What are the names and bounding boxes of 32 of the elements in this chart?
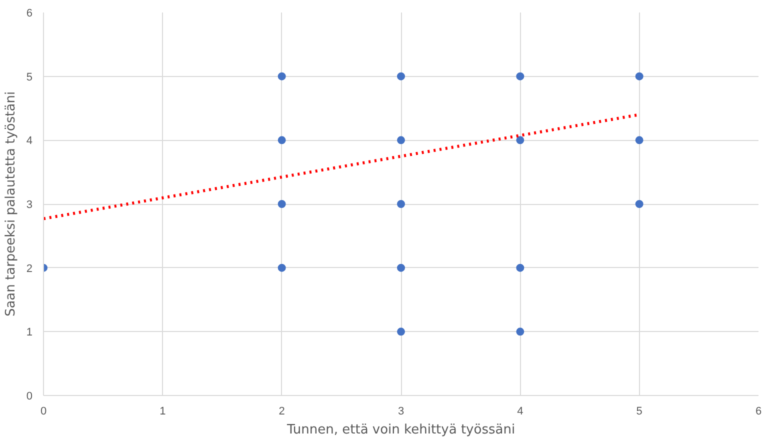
point xyxy=(397,200,405,208)
x-tick-label: 5 xyxy=(636,406,642,418)
point xyxy=(397,264,405,272)
y-tick-label: 1 xyxy=(26,326,33,339)
x-tick-label: 3 xyxy=(398,406,404,418)
y-axis-title: Saan tarpeeksi palautetta työstäni xyxy=(3,91,18,317)
point xyxy=(635,200,644,208)
point xyxy=(397,328,405,336)
point xyxy=(516,264,524,272)
point xyxy=(635,136,644,144)
point xyxy=(516,136,524,144)
point xyxy=(278,136,286,144)
y-tick-label: 2 xyxy=(26,262,33,275)
x-tick-label: 1 xyxy=(160,406,166,418)
x-tick-label: 0 xyxy=(40,406,47,418)
point xyxy=(516,328,524,336)
y-tick-label: 6 xyxy=(26,8,33,20)
point xyxy=(278,200,286,208)
y-tick-label: 4 xyxy=(26,135,33,148)
point xyxy=(278,72,286,80)
y-tick-label: 3 xyxy=(26,199,33,211)
x-tick-label: 4 xyxy=(517,406,524,418)
x-axis-title: Tunnen, että voin kehittyä työssäni xyxy=(286,422,516,438)
point xyxy=(397,136,405,144)
x-tick-label: 2 xyxy=(278,406,285,418)
point xyxy=(635,72,644,80)
x-tick-label: 6 xyxy=(755,406,762,418)
point xyxy=(397,72,405,80)
y-tick-label: 0 xyxy=(26,390,33,402)
point xyxy=(278,264,286,272)
y-tick-label: 5 xyxy=(26,71,33,84)
point xyxy=(516,72,524,80)
